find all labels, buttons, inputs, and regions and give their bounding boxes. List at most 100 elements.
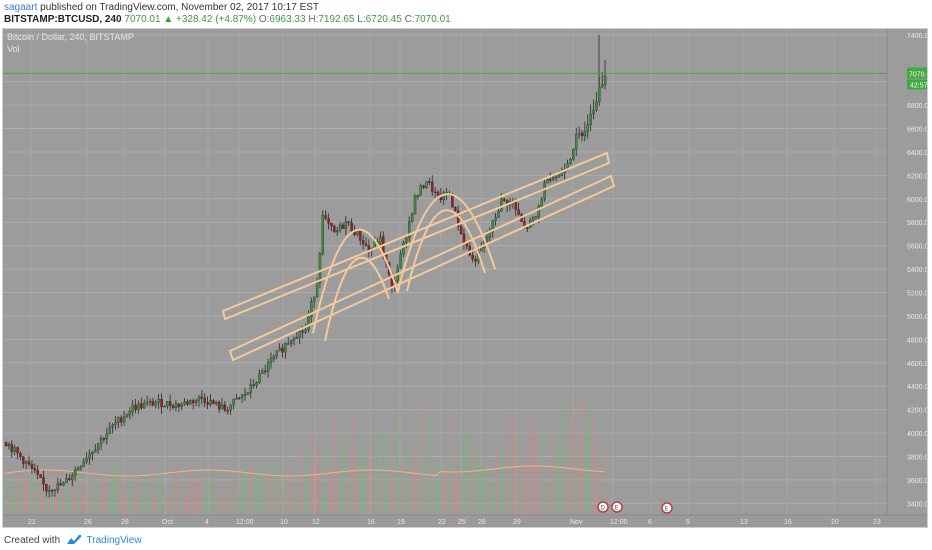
volume-bar — [244, 460, 246, 515]
publish-info: published on TradingView.com, November 0… — [37, 2, 320, 13]
x-tick-label: 26 — [84, 519, 92, 526]
candle-body — [399, 253, 402, 269]
candle-body — [189, 400, 192, 405]
close-label: C: — [404, 14, 415, 25]
x-tick-label: 12 — [312, 519, 320, 526]
candle-body — [235, 397, 238, 400]
chart-area[interactable]: 3400.00 3600.00 3800.00 4000.00 4200.00 4400.… — [2, 28, 928, 528]
x-tick-label: 12:00 — [610, 519, 628, 526]
candle-body — [336, 230, 339, 233]
candle-body — [97, 443, 100, 450]
candle-body — [246, 392, 250, 395]
candle-body — [258, 373, 261, 383]
author-link[interactable]: sagaart — [4, 2, 38, 13]
candle-body — [537, 206, 541, 217]
volume-bar — [526, 461, 528, 515]
candle-body — [264, 370, 267, 373]
candle-body — [413, 195, 417, 215]
candle-body — [595, 101, 598, 111]
volume-bar — [5, 477, 7, 515]
volume-bar — [108, 486, 110, 515]
volume-bar — [471, 440, 473, 515]
volume-bar — [601, 469, 603, 515]
volume-bar — [85, 495, 87, 515]
candle-body — [491, 220, 494, 233]
candle-body — [315, 282, 319, 298]
volume-bar — [275, 476, 277, 515]
candle-body — [350, 222, 353, 232]
candle-body — [62, 482, 65, 486]
volume-bar — [434, 468, 436, 515]
volume-bar — [318, 450, 321, 515]
x-tick-label: 9 — [686, 519, 690, 526]
x-tick-label: 12:00 — [236, 519, 254, 526]
y-axis-panel — [887, 29, 927, 527]
trend-channel-lower — [228, 174, 616, 362]
candle-body — [347, 221, 350, 223]
candle-body — [408, 221, 411, 239]
candle-body — [194, 399, 198, 404]
candle-body — [601, 84, 604, 87]
volume-bar — [572, 420, 574, 515]
candle-body — [105, 433, 109, 440]
volume-bar — [56, 475, 59, 515]
candle-body — [307, 316, 310, 330]
candle-body — [255, 382, 258, 386]
volume-bar — [151, 461, 154, 515]
event-marker[interactable] — [611, 501, 623, 513]
price-chart[interactable]: 3400.00 3600.00 3800.00 4000.00 4200.00 4400.… — [3, 29, 927, 527]
volume-bar — [94, 479, 96, 515]
volume-bar — [134, 496, 136, 515]
candle-body — [16, 447, 19, 454]
volume-bar — [298, 474, 300, 515]
volume-bar — [226, 495, 228, 515]
candle-body — [517, 209, 520, 215]
volume-bar — [549, 495, 551, 515]
volume-bar — [376, 444, 378, 515]
candle-body — [10, 444, 14, 452]
volume-bar — [321, 492, 323, 515]
volume-bar — [555, 454, 557, 515]
event-marker[interactable] — [661, 502, 673, 514]
tradingview-brand[interactable]: TradingView — [86, 535, 142, 546]
x-tick-label: 10 — [280, 519, 288, 526]
volume-bar — [569, 395, 571, 515]
y-tick-label: 5000.00 — [907, 314, 927, 321]
volume-bar — [143, 478, 145, 515]
volume-bar — [16, 473, 18, 515]
candle-body — [19, 452, 22, 457]
volume-bar — [428, 418, 430, 515]
volume-bar — [491, 469, 493, 515]
high-label: H: — [308, 14, 319, 25]
x-tick-label: 29 — [513, 519, 521, 526]
candle-body — [275, 350, 278, 357]
volume-bar — [592, 408, 594, 515]
candle-body — [39, 474, 42, 478]
y-tick-label: 6400.00 — [907, 150, 927, 157]
volume-bar — [7, 492, 10, 515]
x-tick-label: 26 — [478, 519, 486, 526]
candle-body — [549, 179, 552, 181]
volume-bar — [221, 493, 223, 515]
candle-body — [30, 463, 34, 469]
volume-bar — [88, 469, 90, 515]
candle-body — [575, 134, 578, 150]
volume-bar — [537, 457, 539, 515]
candle-body — [419, 185, 422, 196]
volume-bar — [578, 446, 580, 515]
candle-body — [554, 176, 558, 179]
volume-bar — [39, 492, 41, 515]
volume-bar — [177, 477, 179, 515]
candle-body — [405, 237, 408, 243]
volume-bar — [396, 409, 398, 515]
candle-body — [304, 329, 307, 333]
candle-body — [474, 259, 477, 262]
x-tick-label: 16 — [784, 519, 792, 526]
candle-body — [552, 176, 555, 180]
event-marker[interactable] — [597, 501, 609, 513]
x-tick-label: 16 — [367, 519, 375, 526]
volume-bar — [77, 466, 79, 515]
candle-body — [180, 403, 183, 407]
volume-bar — [278, 461, 280, 515]
candle-body — [471, 255, 474, 260]
